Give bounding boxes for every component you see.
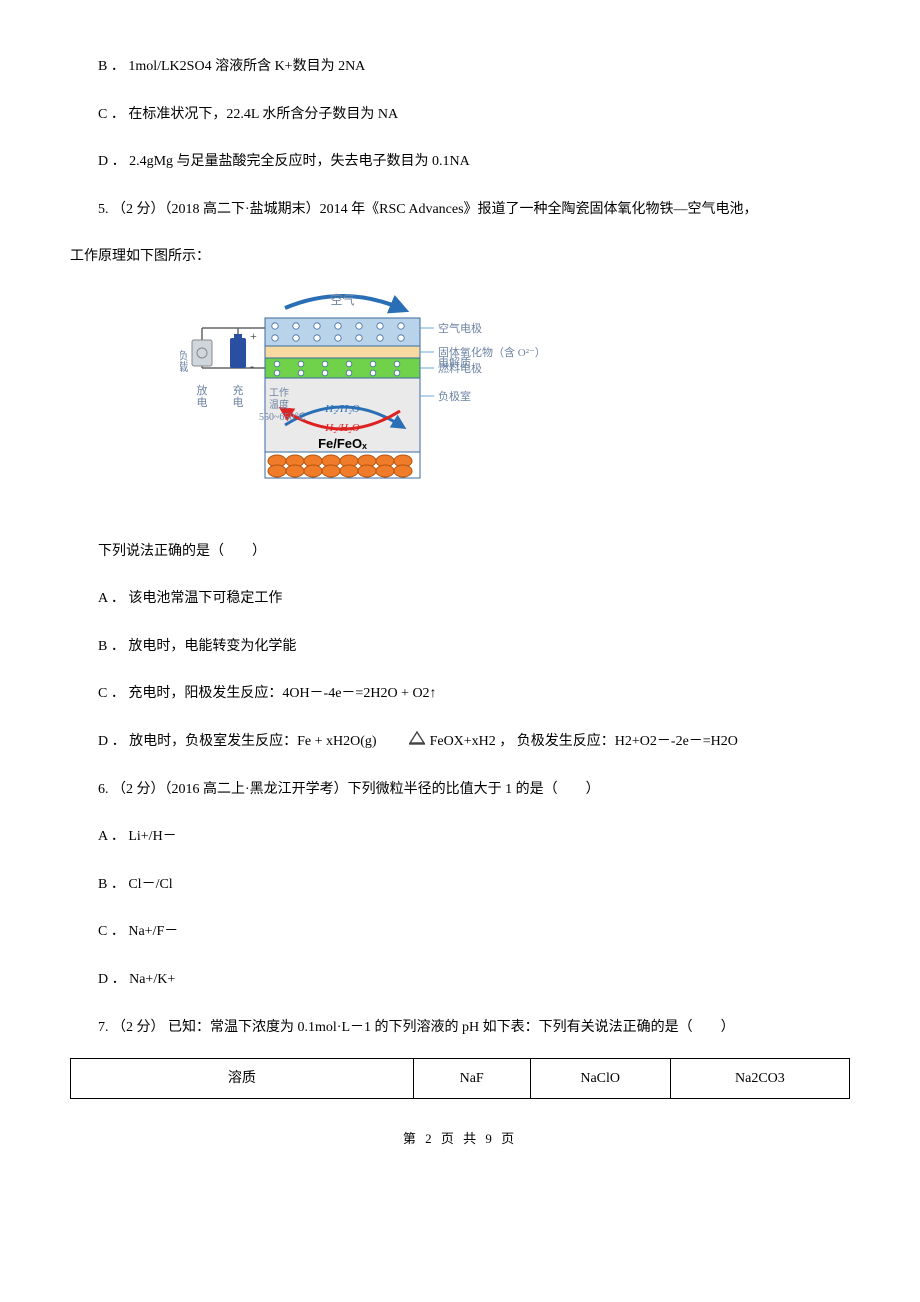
battery-diagram-svg: 空气Fe/FeOₓH₂/H₂OH₂/H₂O+-负载放电充电工作温度550~650…: [180, 288, 540, 503]
q5-d-part1: D ． 放电时，负极室发生反应：Fe + xH2O(g): [98, 734, 380, 749]
table-header-na2co3: Na2CO3: [670, 1059, 849, 1099]
table-header-solute: 溶质: [71, 1059, 414, 1099]
svg-text:温度: 温度: [269, 398, 289, 411]
q5-figure: 空气Fe/FeOₓH₂/H₂OH₂/H₂O+-负载放电充电工作温度550~650…: [180, 288, 850, 517]
q5-option-d: D ． 放电时，负极室发生反应：Fe + xH2O(g) FeOX+xH2 ， …: [70, 725, 850, 759]
q5-option-b: B ． 放电时，电能转变为化学能: [70, 630, 850, 664]
svg-text:空气电极: 空气电极: [438, 321, 482, 335]
table-header-naclo: NaClO: [530, 1059, 670, 1099]
svg-text:负载: 负载: [180, 349, 189, 372]
svg-text:电: 电: [233, 396, 244, 409]
q4-option-d: D ． 2.4gMg 与足量盐酸完全反应时，失去电子数目为 0.1NA: [70, 145, 850, 179]
q6-stem: 6. （2 分）（2016 高二上·黑龙江开学考）下列微粒半径的比值大于 1 的…: [70, 773, 850, 807]
q6-option-d: D ． Na+/K+: [70, 963, 850, 997]
table-row: 溶质 NaF NaClO Na2CO3: [71, 1059, 850, 1099]
q7-stem: 7. （2 分） 已知：常温下浓度为 0.1mol·L－1 的下列溶液的 pH …: [70, 1011, 850, 1045]
q5-stem-line1: 5. （2 分）（2018 高二下·盐城期末）2014 年《RSC Advanc…: [70, 193, 850, 227]
svg-text:H₂/H₂O: H₂/H₂O: [324, 422, 360, 434]
q5-stem-line2: 工作原理如下图所示：: [70, 240, 850, 274]
svg-text:负极室: 负极室: [438, 389, 471, 403]
svg-text:H₂/H₂O: H₂/H₂O: [324, 403, 360, 415]
svg-text:工作: 工作: [269, 387, 289, 399]
svg-text:Fe/FeOₓ: Fe/FeOₓ: [318, 436, 367, 451]
svg-text:550~650℃: 550~650℃: [259, 412, 306, 423]
triangle-icon: [380, 725, 426, 759]
svg-text:充: 充: [233, 383, 244, 397]
svg-text:放: 放: [197, 383, 208, 397]
q5-afterfig: 下列说法正确的是（ ）: [70, 535, 850, 569]
q5-option-c: C ． 充电时，阳极发生反应：4OH－-4e－=2H2O + O2↑: [70, 677, 850, 711]
q6-option-b: B ． Cl－/Cl: [70, 868, 850, 902]
q5-d-part2: FeOX+xH2 ， 负极发生反应：H2+O2－-2e－=H2O: [430, 734, 738, 749]
page-footer: 第 2 页 共 9 页: [70, 1123, 850, 1154]
svg-text:-: -: [250, 359, 254, 373]
q6-option-c: C ． Na+/F－: [70, 915, 850, 949]
q4-option-b: B ． 1mol/LK2SO4 溶液所含 K+数目为 2NA: [70, 50, 850, 84]
table-header-naf: NaF: [413, 1059, 530, 1099]
svg-text:燃料电极: 燃料电极: [438, 361, 482, 375]
q4-option-c: C ． 在标准状况下，22.4L 水所含分子数目为 NA: [70, 98, 850, 132]
q7-table: 溶质 NaF NaClO Na2CO3: [70, 1058, 850, 1099]
svg-text:空气: 空气: [330, 292, 354, 307]
svg-text:+: +: [250, 329, 257, 343]
q6-option-a: A ． Li+/H－: [70, 820, 850, 854]
q5-option-a: A ． 该电池常温下可稳定工作: [70, 582, 850, 616]
svg-text:电: 电: [197, 396, 208, 409]
